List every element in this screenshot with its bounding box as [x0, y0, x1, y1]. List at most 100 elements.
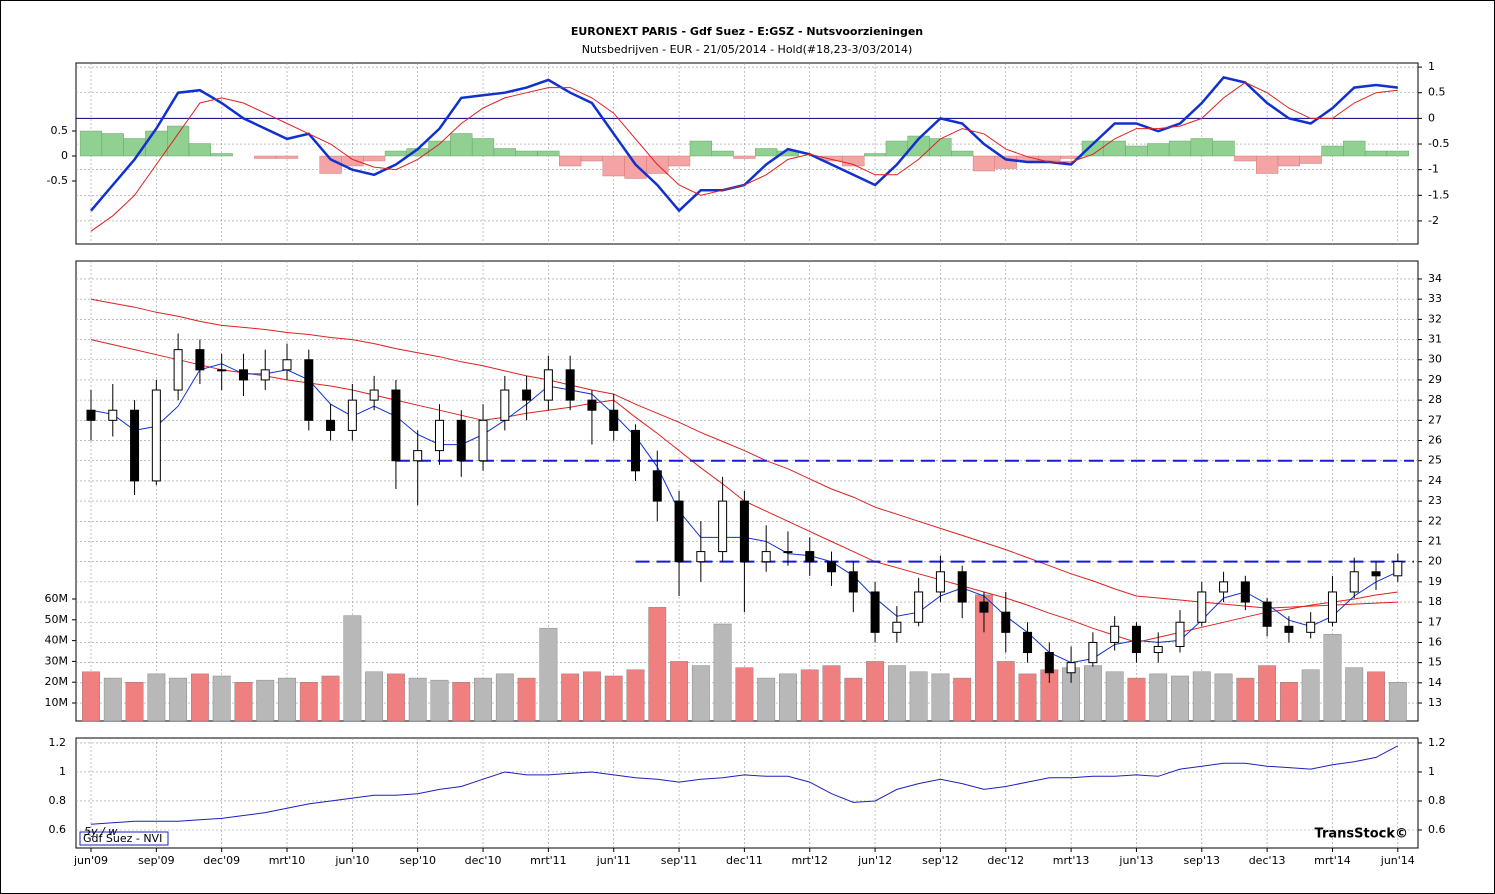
volume-bar: [1214, 673, 1233, 722]
candle-body: [1327, 591, 1337, 623]
x-tick-label: jun'09: [73, 854, 108, 867]
y-tick-label: -2: [1428, 214, 1439, 227]
candle-body: [1371, 571, 1381, 577]
y-tick-label: -0.5: [1428, 137, 1449, 150]
histogram-bar: [559, 155, 582, 167]
histogram-bar: [471, 138, 495, 157]
candle-body: [1175, 621, 1185, 647]
histogram-bar: [363, 155, 386, 162]
y2-tick-label: 0: [61, 149, 68, 162]
volume-bar: [125, 682, 144, 722]
moving-average: [90, 298, 1398, 609]
histogram-bar: [1212, 140, 1235, 157]
histogram-bar: [1168, 140, 1192, 157]
y-tick-label: 0: [1428, 111, 1435, 124]
y2-tick-label: 20M: [45, 675, 69, 688]
candle-body: [1262, 601, 1272, 627]
histogram-bar: [493, 148, 516, 157]
histogram-bar: [1060, 155, 1083, 159]
candle-body: [1284, 625, 1294, 633]
candle-body: [522, 389, 532, 401]
volume-bar: [953, 677, 972, 722]
x-tick-label: sep'10: [399, 854, 436, 867]
candle-body: [979, 601, 989, 613]
volume-bar: [1018, 673, 1037, 722]
x-tick-label: dec'12: [987, 854, 1024, 867]
histogram-bar: [624, 155, 647, 179]
volume-bar: [169, 677, 188, 722]
volume-bar: [387, 673, 405, 722]
histogram-bar: [101, 133, 124, 157]
x-tick-label: sep'09: [138, 854, 175, 867]
volume-bar: [887, 665, 906, 722]
volume-bar: [1258, 665, 1277, 722]
x-tick-label: mrt'14: [1314, 854, 1351, 867]
y-tick-label: 24: [1428, 474, 1442, 487]
histogram-bar: [341, 155, 364, 167]
x-tick-label: jun'13: [1118, 854, 1153, 867]
candle-body: [478, 419, 488, 462]
y-tick-label: 1: [1428, 765, 1435, 778]
y-tick-label: 1.2: [1428, 736, 1446, 749]
y-tick-label: 33: [1428, 292, 1442, 305]
volume-bar: [1388, 682, 1407, 722]
candle-body: [1110, 625, 1120, 643]
volume-bar: [583, 671, 601, 722]
y-tick-label-left: 0.6: [49, 823, 67, 836]
volume-bar: [866, 661, 884, 722]
y2-tick-label: 30M: [45, 654, 69, 667]
volume-bar: [604, 675, 623, 722]
candle-body: [652, 470, 662, 502]
y-tick-label: 1: [1428, 60, 1435, 73]
histogram-bar: [1277, 155, 1300, 167]
volume-bar: [517, 677, 536, 722]
volume-bar: [1192, 671, 1211, 722]
candle-body: [609, 409, 619, 431]
histogram-bar: [1147, 143, 1170, 157]
y-tick-label: 13: [1428, 696, 1442, 709]
histogram-bar: [580, 155, 604, 162]
candle-body: [783, 551, 793, 554]
histogram-bar: [384, 150, 408, 157]
volume-bar: [234, 682, 253, 722]
y-tick-label: 22: [1428, 514, 1442, 527]
volume-bar: [1323, 634, 1342, 722]
volume-bar: [779, 673, 797, 722]
candle-body: [108, 409, 118, 421]
histogram-bar: [450, 133, 473, 157]
candle-body: [1393, 561, 1403, 577]
brand: TransStock©: [1315, 827, 1408, 842]
candle-body: [914, 591, 924, 623]
candle-body: [1066, 662, 1076, 674]
x-tick-label: dec'09: [203, 854, 240, 867]
x-tick-label: mrt'12: [791, 854, 828, 867]
legend-box: [79, 831, 169, 846]
volume-bar: [822, 665, 841, 722]
volume-bar: [495, 673, 514, 722]
histogram-bar: [733, 155, 756, 159]
candle-body: [413, 450, 423, 462]
y-tick-label: 32: [1428, 312, 1442, 325]
volume-bar: [212, 675, 231, 722]
histogram-bar: [1103, 140, 1126, 157]
volume-bar: [1171, 675, 1189, 722]
volume-bar: [190, 673, 209, 722]
x-tick-label: mrt'13: [1053, 854, 1090, 867]
y-tick-label: 26: [1428, 434, 1442, 447]
candle-body: [1044, 652, 1054, 674]
histogram-bar: [428, 140, 451, 157]
series-line: [90, 745, 1399, 825]
x-tick-label: dec'11: [726, 854, 763, 867]
volume-bar: [735, 667, 754, 722]
series-line: [90, 81, 1398, 232]
volume-bar: [1279, 682, 1298, 722]
volume-bar: [1083, 665, 1102, 722]
histogram-bar: [79, 130, 103, 157]
volume-bar: [757, 677, 776, 722]
y-tick-label: 20: [1428, 555, 1442, 568]
volume-bar: [321, 675, 340, 722]
volume-bar: [256, 679, 275, 722]
candle-body: [151, 389, 161, 482]
x-tick-label: mrt'11: [530, 854, 567, 867]
